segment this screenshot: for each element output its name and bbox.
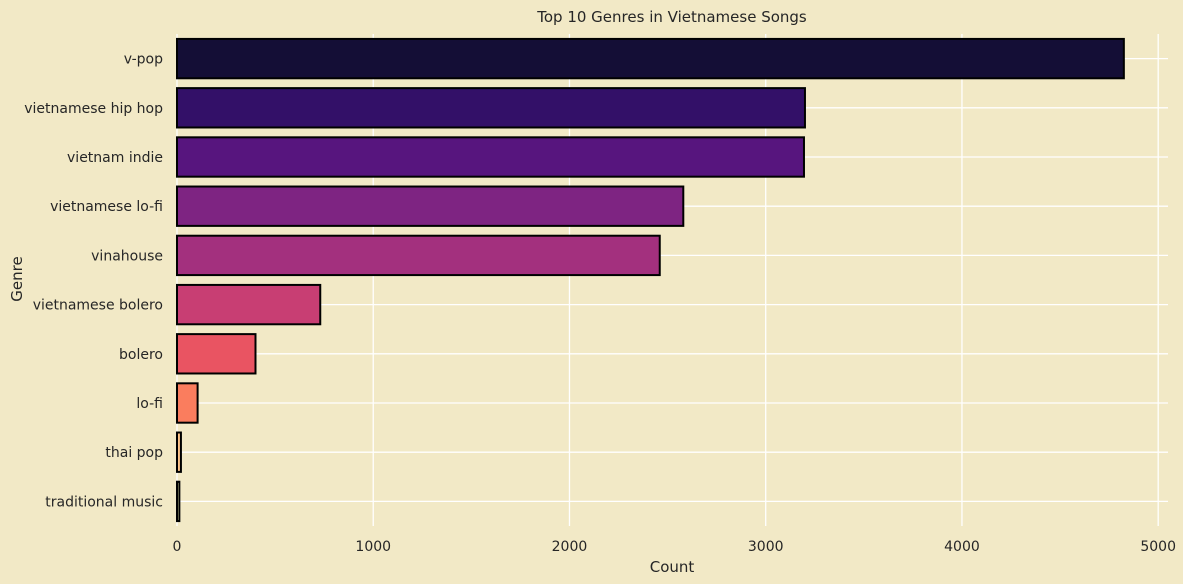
y-tick-label: vietnamese bolero	[33, 298, 163, 314]
bar-vietnam-indie	[176, 136, 805, 178]
x-tick-label: 4000	[944, 539, 980, 555]
y-tick-label: bolero	[119, 347, 163, 363]
y-tick-label: lo-fi	[136, 396, 163, 412]
y-tick-label: vietnam indie	[67, 150, 163, 166]
chart-title: Top 10 Genres in Vietnamese Songs	[536, 8, 807, 26]
y-tick-label: thai pop	[105, 445, 163, 461]
x-tick-label: 2000	[552, 539, 588, 555]
bar-lo-fi	[176, 382, 199, 424]
y-tick-label: vinahouse	[91, 248, 163, 264]
bar-v-pop	[176, 37, 1125, 80]
bar-vietnamese-lo-fi	[176, 185, 685, 227]
bar-bolero	[176, 333, 257, 375]
x-tick-label: 5000	[1140, 539, 1176, 555]
x-tick-labels: 0 1000 2000 3000 4000 5000	[173, 539, 1176, 555]
x-tick-label: 3000	[748, 539, 784, 555]
x-axis-title: Count	[650, 558, 695, 576]
y-tick-labels: v-pop vietnamese hip hop vietnam indie viet…	[24, 52, 163, 511]
bar-thai-pop	[176, 431, 182, 473]
x-tick-label: 1000	[355, 539, 391, 555]
y-tick-label: vietnamese hip hop	[24, 101, 163, 117]
y-tick-label: traditional music	[45, 494, 163, 510]
bar-vinahouse	[176, 234, 661, 277]
bar-vietnamese-hip-hop	[176, 87, 806, 129]
x-tick-label: 0	[173, 539, 182, 555]
bars	[176, 37, 1125, 523]
y-tick-label: v-pop	[124, 52, 163, 68]
bar-vietnamese-bolero	[176, 283, 322, 326]
bar-traditional-music	[176, 480, 181, 523]
y-axis-title: Genre	[8, 256, 26, 301]
y-tick-label: vietnamese lo-fi	[50, 199, 163, 215]
